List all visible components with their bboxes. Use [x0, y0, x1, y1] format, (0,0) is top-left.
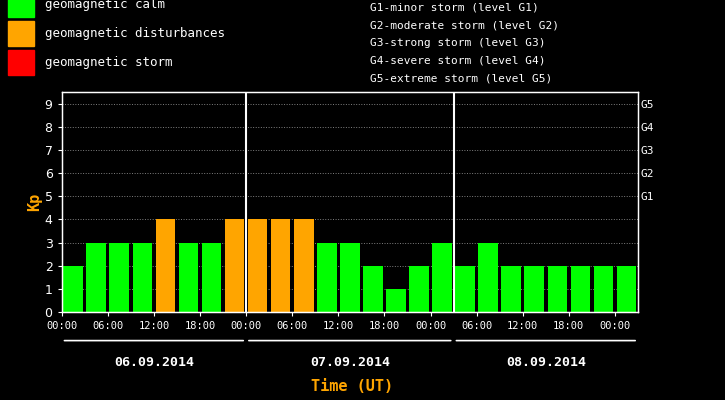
Bar [317, 242, 336, 312]
Bar [7, 0, 34, 17]
Text: geomagnetic disturbances: geomagnetic disturbances [45, 27, 225, 40]
Bar [409, 266, 428, 312]
Bar [432, 242, 452, 312]
Text: G4-severe storm (level G4): G4-severe storm (level G4) [370, 56, 545, 66]
Bar [524, 266, 544, 312]
Bar [594, 266, 613, 312]
Bar [202, 242, 221, 312]
Bar [63, 266, 83, 312]
Bar [363, 266, 383, 312]
Text: G3-strong storm (level G3): G3-strong storm (level G3) [370, 38, 545, 48]
Text: Time (UT): Time (UT) [310, 379, 393, 394]
Text: geomagnetic storm: geomagnetic storm [45, 56, 173, 69]
Bar [86, 242, 106, 312]
Bar [133, 242, 152, 312]
Bar [386, 289, 406, 312]
Bar [455, 266, 475, 312]
Text: geomagnetic calm: geomagnetic calm [45, 0, 165, 11]
Bar [617, 266, 637, 312]
Text: G2-moderate storm (level G2): G2-moderate storm (level G2) [370, 20, 559, 30]
Bar [294, 219, 313, 312]
Bar [156, 219, 175, 312]
Bar [478, 242, 498, 312]
Bar [547, 266, 567, 312]
Text: 08.09.2014: 08.09.2014 [506, 356, 586, 369]
Bar [502, 266, 521, 312]
Bar [571, 266, 590, 312]
Bar [178, 242, 198, 312]
Text: 06.09.2014: 06.09.2014 [114, 356, 194, 369]
Y-axis label: Kp: Kp [27, 193, 42, 211]
Bar [7, 50, 34, 75]
Text: 07.09.2014: 07.09.2014 [310, 356, 390, 369]
Bar [7, 21, 34, 46]
Bar [109, 242, 129, 312]
Bar [248, 219, 268, 312]
Text: G5-extreme storm (level G5): G5-extreme storm (level G5) [370, 73, 552, 83]
Text: G1-minor storm (level G1): G1-minor storm (level G1) [370, 3, 539, 13]
Bar [271, 219, 291, 312]
Bar [340, 242, 360, 312]
Bar [225, 219, 244, 312]
